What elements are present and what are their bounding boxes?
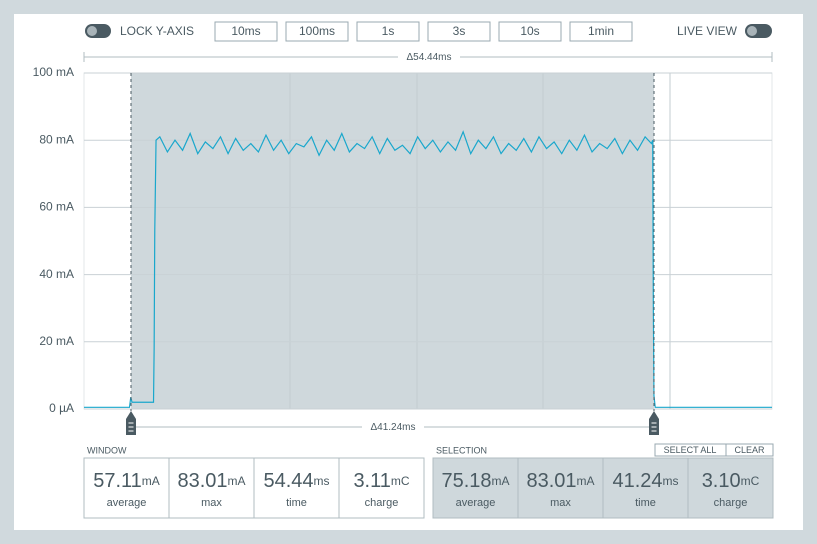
y-tick-label: 0 µA xyxy=(49,401,74,415)
stat-label: charge xyxy=(365,497,399,509)
range-button-label: 100ms xyxy=(299,24,335,38)
stat-number: 54.44 xyxy=(263,470,313,492)
span-label-bg xyxy=(362,420,424,434)
stat-unit: ms xyxy=(663,474,679,488)
stat-label: time xyxy=(286,497,307,509)
stat-value: 54.44ms xyxy=(263,470,329,492)
total-span: Δ54.44ms xyxy=(406,52,451,63)
stat-value: 57.11mA xyxy=(93,470,160,492)
stat-value: 75.18mA xyxy=(441,470,509,492)
y-tick-label: 100 mA xyxy=(33,65,74,79)
current-trace xyxy=(84,130,772,408)
live-label: LIVE VIEW xyxy=(677,24,738,38)
range-button[interactable] xyxy=(427,21,491,42)
stat-label: average xyxy=(107,497,147,509)
range-button-label: 1s xyxy=(382,24,395,38)
stat-unit: mA xyxy=(492,474,510,488)
range-button-label: 1min xyxy=(588,24,614,38)
stat-number: 83.01 xyxy=(177,470,227,492)
stat-label: max xyxy=(201,497,222,509)
selection-title: SELECTION xyxy=(436,445,487,455)
range-button-label: 10s xyxy=(520,24,539,38)
stat-unit: mA xyxy=(577,474,595,488)
stat-value: 41.24ms xyxy=(612,470,678,492)
stat-number: 83.01 xyxy=(526,470,576,492)
stat-unit: mA xyxy=(142,474,160,488)
stat-label: max xyxy=(550,497,571,509)
stat-number: 41.24 xyxy=(612,470,662,492)
window-title: WINDOW xyxy=(87,445,127,455)
stat-value: 83.01mA xyxy=(526,470,594,492)
range-button[interactable] xyxy=(214,21,278,42)
range-button-label: 3s xyxy=(453,24,466,38)
toggle-knob xyxy=(87,26,97,36)
selection-span: Δ41.24ms xyxy=(370,422,415,433)
stat-unit: mC xyxy=(741,474,760,488)
range-button[interactable] xyxy=(498,21,562,42)
y-tick-label: 20 mA xyxy=(39,334,74,348)
stat-unit: ms xyxy=(314,474,330,488)
y-tick-label: 40 mA xyxy=(39,267,74,281)
select-all-label: SELECT ALL xyxy=(664,445,717,455)
stat-number: 3.11 xyxy=(353,470,390,492)
stat-unit: mA xyxy=(228,474,246,488)
stat-value: 3.11mC xyxy=(353,470,409,492)
stat-number: 57.11 xyxy=(93,470,142,492)
range-button[interactable] xyxy=(285,21,349,42)
range-button[interactable] xyxy=(569,21,633,42)
lock-label: LOCK Y-AXIS xyxy=(120,24,194,38)
stat-value: 3.10mC xyxy=(702,470,760,492)
stat-number: 3.10 xyxy=(702,470,741,492)
stat-number: 75.18 xyxy=(441,470,491,492)
stat-label: time xyxy=(635,497,656,509)
range-button[interactable] xyxy=(356,21,420,42)
range-button-label: 10ms xyxy=(231,24,260,38)
span-label-bg xyxy=(398,50,460,64)
y-tick-label: 80 mA xyxy=(39,132,74,146)
clear-button[interactable] xyxy=(725,443,774,457)
stat-label: charge xyxy=(714,497,748,509)
toggle-knob xyxy=(747,26,757,36)
stat-value: 83.01mA xyxy=(177,470,245,492)
stat-unit: mC xyxy=(391,474,410,488)
selection-shade xyxy=(131,73,654,409)
clear-label: CLEAR xyxy=(734,445,765,455)
stat-label: average xyxy=(456,497,496,509)
y-tick-label: 60 mA xyxy=(39,200,74,214)
